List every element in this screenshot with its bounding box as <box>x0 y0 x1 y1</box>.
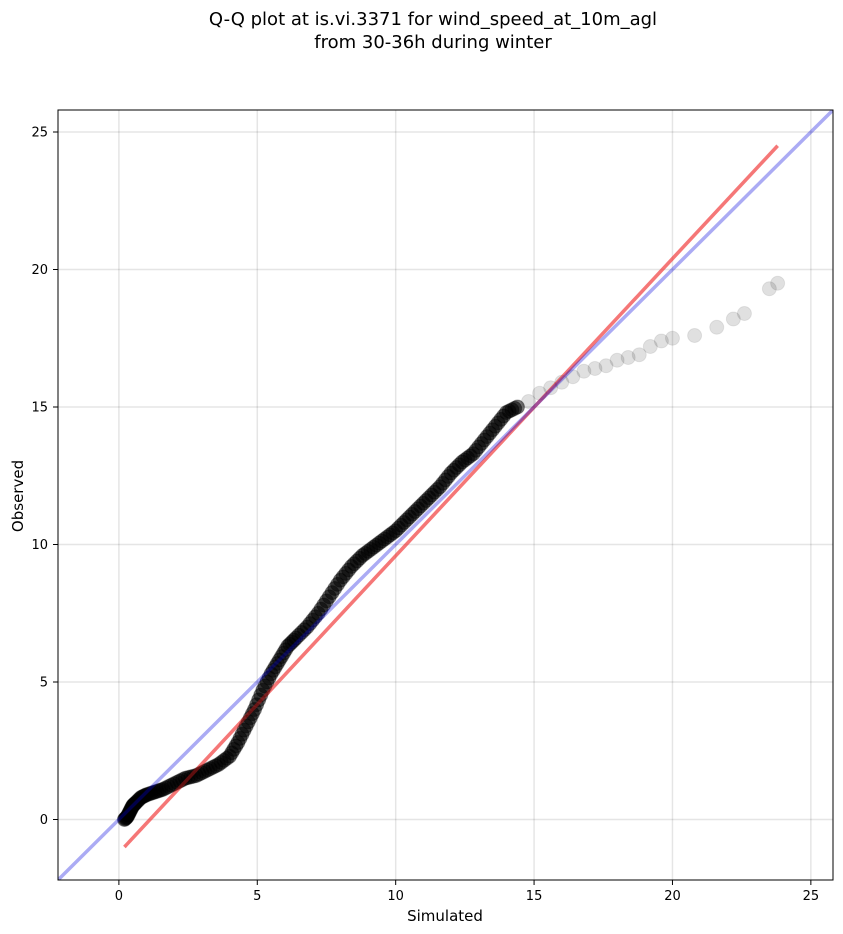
reference-line-layer <box>58 110 833 880</box>
data-point <box>598 358 614 374</box>
data-point <box>521 394 537 409</box>
chart-title-line-1: Q-Q plot at is.vi.3371 for wind_speed_at… <box>209 9 657 30</box>
data-point <box>554 374 570 390</box>
data-point <box>736 306 752 321</box>
data-point <box>725 311 741 327</box>
y-tick-label: 15 <box>31 401 48 416</box>
fit-line-layer <box>123 144 779 849</box>
x-tick-label: 10 <box>387 889 404 904</box>
data-point <box>664 330 680 346</box>
grid <box>58 110 833 880</box>
reference-line <box>58 110 833 880</box>
y-tick-label: 10 <box>31 538 48 553</box>
y-tick-label: 25 <box>31 126 48 141</box>
x-axis-ticks: 0 5 10 15 20 25 <box>115 880 819 904</box>
x-axis-label: Simulated <box>407 907 483 925</box>
data-point <box>642 339 658 354</box>
data-point <box>687 328 703 343</box>
data-point <box>770 275 786 291</box>
y-tick-label: 20 <box>31 263 48 278</box>
x-tick-label: 20 <box>664 889 681 904</box>
y-tick-label: 0 <box>40 813 48 828</box>
data-point <box>653 333 669 349</box>
data-point <box>709 319 725 335</box>
data-point <box>609 352 625 368</box>
data-point <box>587 361 603 376</box>
plot-frame <box>57 109 834 881</box>
chart-title-line-2: from 30-36h during winter <box>314 32 552 53</box>
fit-line-overlay <box>123 144 779 849</box>
data-point <box>761 281 777 297</box>
data-point <box>532 385 548 401</box>
data-points <box>116 275 786 827</box>
data-point <box>543 380 559 396</box>
data-point <box>631 347 647 363</box>
y-axis-label: Observed <box>9 460 27 532</box>
fit-line <box>123 144 779 849</box>
y-tick-label: 5 <box>40 676 48 691</box>
x-tick-label: 25 <box>803 889 820 904</box>
data-point <box>565 369 581 385</box>
x-tick-label: 0 <box>115 889 123 904</box>
data-point <box>509 399 525 415</box>
data-point <box>620 350 636 365</box>
x-tick-label: 15 <box>526 889 543 904</box>
y-axis-ticks: 0 5 10 15 20 25 <box>31 126 58 828</box>
data-point <box>576 363 592 379</box>
x-tick-label: 5 <box>253 889 261 904</box>
